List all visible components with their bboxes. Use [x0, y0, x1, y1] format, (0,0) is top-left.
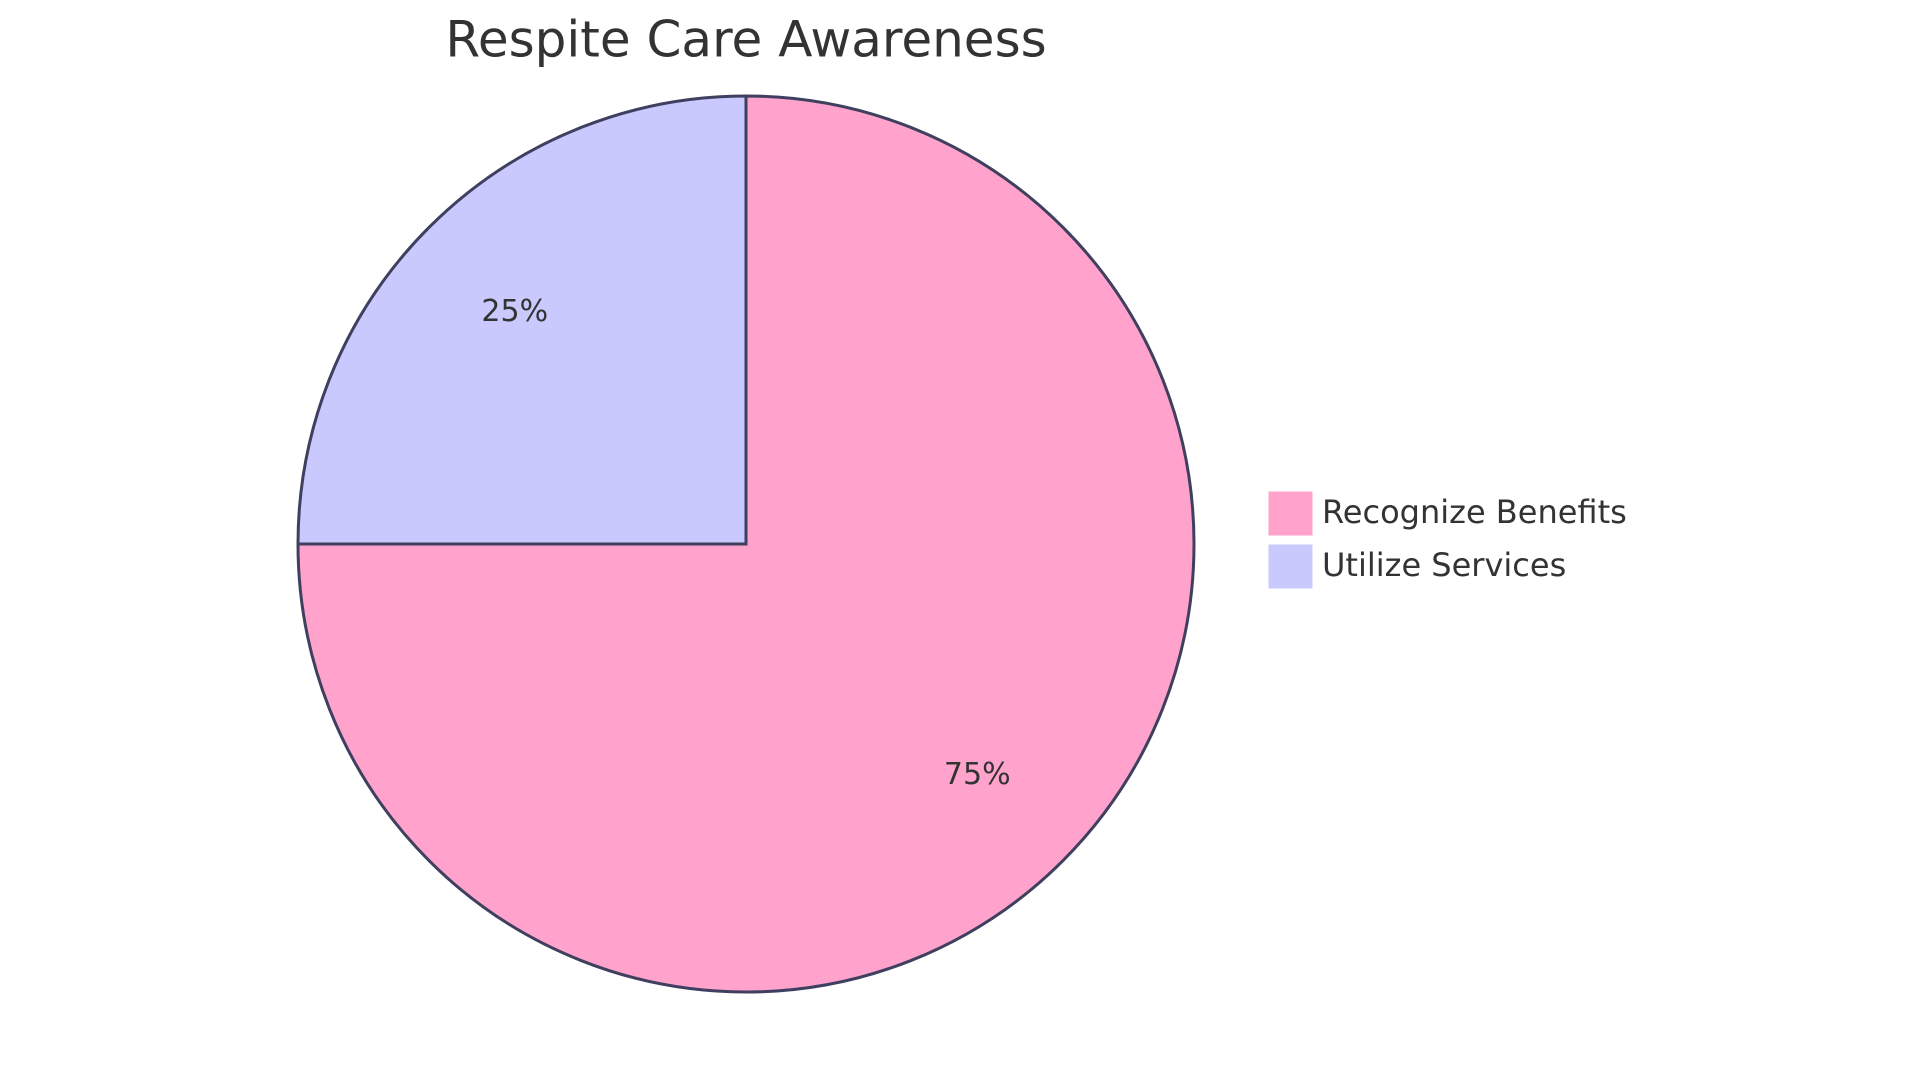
legend-swatch [1267, 490, 1314, 537]
slice-label: 25% [481, 294, 548, 329]
legend-swatch [1267, 543, 1314, 590]
chart-title: Respite Care Awareness [445, 11, 1046, 69]
pie-slice [296, 94, 748, 546]
legend-label: Recognize Benefits [1322, 493, 1627, 531]
slice-label: 75% [944, 757, 1011, 792]
legend-label: Utilize Services [1322, 546, 1566, 584]
